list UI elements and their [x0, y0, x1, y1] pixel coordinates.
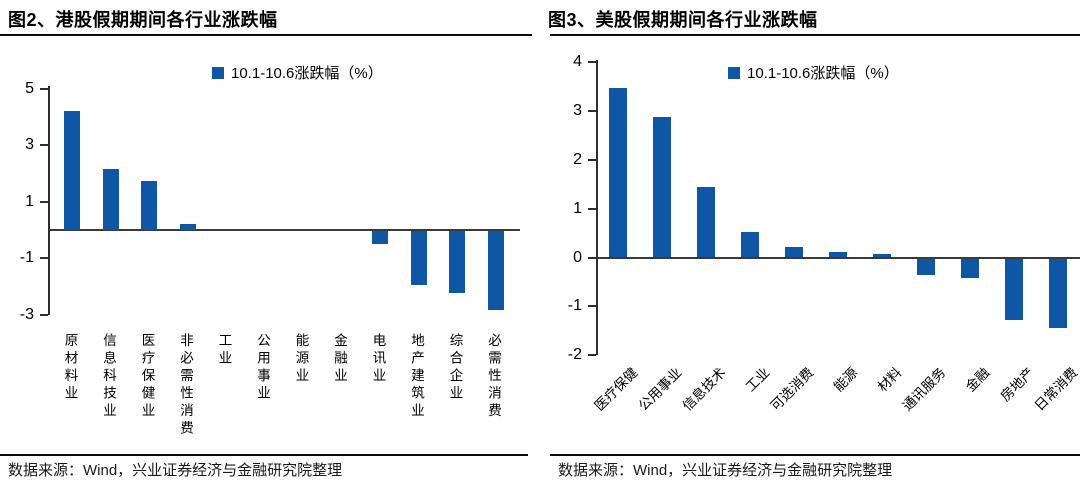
- zero-baseline: [49, 229, 520, 231]
- y-tick-mark: [40, 257, 48, 260]
- y-tick-mark: [588, 207, 596, 210]
- x-category-label: 综合企业: [447, 333, 463, 403]
- y-tick-label: -2: [567, 346, 582, 364]
- title-underline: [550, 34, 1080, 36]
- x-category-label: 工业: [742, 364, 773, 395]
- x-category-label: 医疗保健业: [139, 333, 155, 421]
- legend-label: 10.1-10.6涨跌幅（%）: [747, 65, 899, 82]
- x-category-label: 地产建筑业: [409, 333, 424, 421]
- y-tick-mark: [588, 256, 596, 259]
- legend-swatch-icon: [728, 66, 740, 79]
- hk-industry-chart-panel: 图2、港股假期期间各行业涨跌幅 10.1-10.6涨跌幅（%） 数据来源：Win…: [0, 10, 532, 479]
- bar: [829, 252, 847, 258]
- y-tick-mark: [588, 110, 596, 113]
- y-tick-mark: [40, 200, 48, 203]
- x-category-label: 能源: [830, 364, 861, 395]
- y-axis-line: [596, 59, 598, 356]
- x-category-label: 原材料业: [62, 333, 78, 403]
- x-category-label: 非必需性消费: [178, 333, 193, 438]
- y-tick-label: 4: [573, 53, 582, 71]
- y-tick-mark: [40, 144, 48, 147]
- chart-title: 图2、港股假期期间各行业涨跌幅: [8, 10, 278, 30]
- y-tick-label: -3: [19, 305, 34, 323]
- x-category-label: 电讯业: [370, 333, 386, 386]
- legend: 10.1-10.6涨跌幅（%）: [728, 62, 899, 83]
- x-category-label: 公用事业: [255, 333, 270, 403]
- y-axis-line: [48, 85, 50, 315]
- source-divider: [0, 454, 528, 456]
- y-tick-label: 0: [573, 248, 582, 266]
- legend: 10.1-10.6涨跌幅（%）: [212, 62, 383, 83]
- legend-label: 10.1-10.6涨跌幅（%）: [231, 65, 383, 82]
- y-tick-label: 3: [25, 136, 34, 154]
- x-category-label: 可选消费: [767, 364, 817, 414]
- y-tick-label: 1: [573, 199, 582, 217]
- y-tick-mark: [40, 87, 48, 90]
- x-category-label: 能源业: [293, 333, 309, 386]
- x-category-label: 信息科技业: [101, 333, 116, 421]
- bar: [1005, 258, 1023, 320]
- y-tick-mark: [588, 61, 596, 64]
- legend-swatch-icon: [212, 66, 224, 79]
- y-tick-mark: [588, 354, 596, 357]
- bar: [410, 231, 427, 285]
- bar: [487, 231, 504, 311]
- bar: [917, 258, 935, 275]
- y-tick-label: 5: [25, 79, 34, 97]
- chart-title: 图3、美股假期期间各行业涨跌幅: [548, 10, 818, 30]
- source-note: 数据来源：Wind，兴业证券经济与金融研究院整理: [8, 462, 343, 479]
- bar: [653, 117, 671, 258]
- bar: [141, 180, 157, 230]
- x-category-label: 医疗保健: [591, 364, 641, 414]
- x-category-label: 工业: [216, 333, 232, 368]
- y-tick-mark: [588, 305, 596, 308]
- x-category-label: 金融业: [332, 333, 347, 386]
- bar: [372, 231, 388, 244]
- x-category-label: 信息技术: [679, 364, 729, 414]
- y-tick-mark: [40, 313, 48, 316]
- us-industry-chart-panel: 图3、美股假期期间各行业涨跌幅 10.1-10.6涨跌幅（%） 数据来源：Win…: [540, 0, 1080, 484]
- bar: [873, 253, 891, 258]
- x-category-label: 材料: [874, 364, 905, 395]
- bar: [449, 231, 465, 294]
- bar: [609, 87, 627, 258]
- bar: [785, 247, 803, 258]
- bar: [102, 169, 119, 230]
- bar: [697, 186, 715, 258]
- x-category-label: 通讯服务: [899, 364, 949, 414]
- x-category-label: 公用事业: [635, 364, 685, 414]
- y-tick-label: 2: [573, 150, 582, 168]
- y-tick-label: 3: [573, 102, 582, 120]
- source-note: 数据来源：Wind，兴业证券经济与金融研究院整理: [558, 462, 893, 479]
- x-category-label: 日常消费: [1031, 364, 1080, 414]
- y-tick-label: -1: [567, 297, 582, 315]
- y-tick-mark: [588, 158, 596, 161]
- bar: [64, 111, 80, 230]
- source-divider: [550, 454, 1080, 456]
- y-tick-label: 1: [25, 192, 34, 210]
- title-underline: [0, 34, 532, 36]
- bar: [1049, 258, 1067, 329]
- zero-baseline: [597, 256, 1080, 259]
- y-tick-label: -1: [19, 249, 34, 267]
- bar: [741, 232, 759, 258]
- bar: [179, 224, 196, 230]
- bar: [961, 258, 979, 279]
- x-category-label: 金融: [962, 364, 993, 395]
- x-category-label: 必需性消费: [486, 333, 501, 421]
